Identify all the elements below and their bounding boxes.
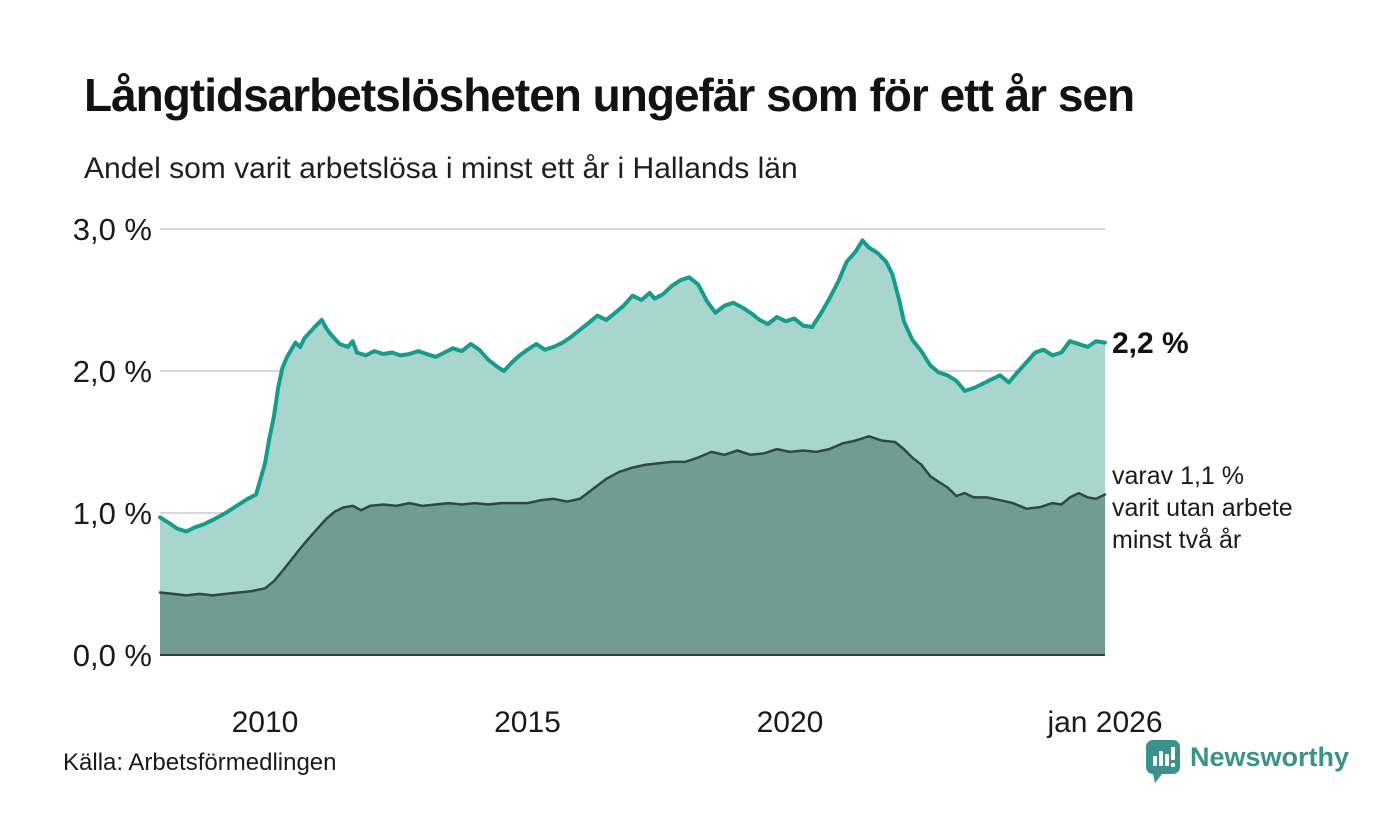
source-note: Källa: Arbetsförmedlingen — [63, 749, 337, 776]
y-tick-label: 0,0 % — [73, 638, 152, 673]
newsworthy-logo-text: Newsworthy — [1190, 742, 1350, 772]
note-line: varit utan arbete — [1112, 494, 1293, 522]
y-tick-label: 3,0 % — [73, 212, 152, 247]
series-total-1yr-line — [158, 238, 1107, 534]
series-2yr-line — [158, 435, 1107, 597]
x-tick-label: 2010 — [232, 706, 299, 739]
y-tick-label: 1,0 % — [73, 496, 152, 531]
x-tick-label: 2015 — [494, 706, 561, 739]
x-tick-label: 2020 — [757, 706, 824, 739]
end-value-label: 2,2 % — [1112, 327, 1189, 360]
y-tick-label: 2,0 % — [73, 354, 152, 389]
x-tick-label: jan 2026 — [1046, 706, 1162, 739]
secondary-series-note: varav 1,1 % varit utan arbete minst två … — [1112, 460, 1293, 556]
note-line: minst två år — [1112, 526, 1242, 554]
note-line: varav 1,1 % — [1112, 462, 1245, 490]
page-subtitle: Andel som varit arbetslösa i minst ett å… — [84, 152, 798, 185]
newsworthy-logo-icon — [1146, 740, 1180, 783]
newsworthy-logo: Newsworthy — [1146, 740, 1349, 784]
series-2yr-area — [160, 436, 1105, 655]
page-title: Långtidsarbetslösheten ungefär som för e… — [84, 69, 1135, 121]
